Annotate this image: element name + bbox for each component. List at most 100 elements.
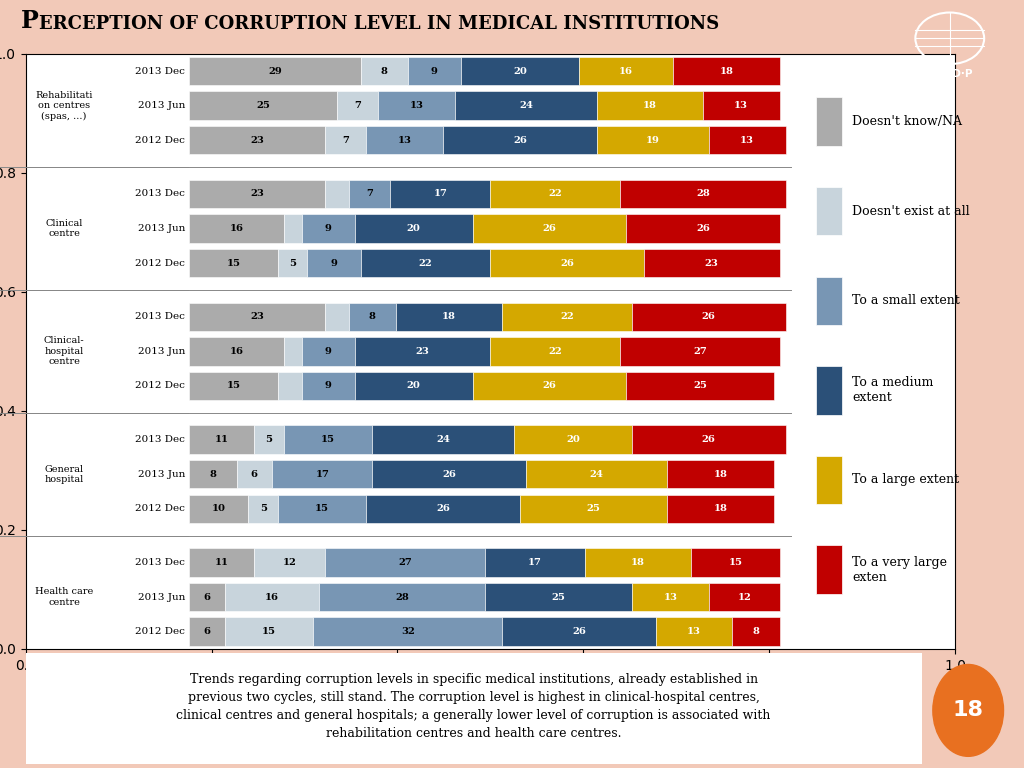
Text: To a large extent: To a large extent xyxy=(852,474,959,486)
Bar xyxy=(408,57,461,85)
Text: 28: 28 xyxy=(696,190,710,198)
Bar xyxy=(520,495,668,523)
Text: 10: 10 xyxy=(212,505,226,513)
Text: Clinical-
hospital
centre: Clinical- hospital centre xyxy=(44,336,84,366)
Text: 28: 28 xyxy=(395,593,409,601)
Text: 2013 Jun: 2013 Jun xyxy=(137,593,185,601)
Text: 2013 Dec: 2013 Dec xyxy=(135,313,185,321)
Bar xyxy=(354,337,490,366)
Bar xyxy=(461,57,579,85)
Bar xyxy=(237,460,272,488)
Text: 24: 24 xyxy=(590,470,603,478)
Bar xyxy=(249,495,278,523)
Bar xyxy=(502,617,655,646)
Bar xyxy=(189,425,254,454)
Text: 2013 Jun: 2013 Jun xyxy=(137,347,185,356)
FancyBboxPatch shape xyxy=(816,456,843,505)
Text: 18: 18 xyxy=(952,700,984,720)
Text: 18: 18 xyxy=(643,101,656,110)
Bar xyxy=(702,91,779,120)
Bar xyxy=(367,495,520,523)
Text: 26: 26 xyxy=(560,259,574,267)
Bar xyxy=(349,180,390,208)
Bar xyxy=(189,583,225,611)
Text: 25: 25 xyxy=(587,505,601,513)
Text: 22: 22 xyxy=(560,313,574,321)
Text: 26: 26 xyxy=(543,382,556,390)
Text: To a very large
exten: To a very large exten xyxy=(852,555,947,584)
Text: 2013 Jun: 2013 Jun xyxy=(137,470,185,478)
Text: 2013 Jun: 2013 Jun xyxy=(137,224,185,233)
Bar xyxy=(189,180,326,208)
Bar xyxy=(360,57,408,85)
Bar xyxy=(284,425,373,454)
Text: 2012 Dec: 2012 Dec xyxy=(135,382,185,390)
Text: 25: 25 xyxy=(693,382,707,390)
Text: 15: 15 xyxy=(315,505,330,513)
Bar xyxy=(326,180,349,208)
Text: 5: 5 xyxy=(265,435,272,444)
Text: 16: 16 xyxy=(229,347,244,356)
Bar xyxy=(360,249,490,277)
Text: 20: 20 xyxy=(513,67,527,75)
Text: 24: 24 xyxy=(519,101,532,110)
Text: Doesn't know/NA: Doesn't know/NA xyxy=(852,115,962,128)
Bar xyxy=(502,303,632,331)
Text: 13: 13 xyxy=(687,627,701,636)
Text: 25: 25 xyxy=(256,101,270,110)
Bar xyxy=(254,548,326,577)
Text: 6: 6 xyxy=(204,593,211,601)
Text: 18: 18 xyxy=(720,67,733,75)
Bar xyxy=(189,495,249,523)
Text: 19: 19 xyxy=(646,136,659,145)
Text: 7: 7 xyxy=(342,136,349,145)
Text: 9: 9 xyxy=(431,67,438,75)
Bar xyxy=(189,460,237,488)
Text: 13: 13 xyxy=(398,136,412,145)
Bar xyxy=(396,303,502,331)
Text: 8: 8 xyxy=(753,627,760,636)
Bar xyxy=(455,91,597,120)
Text: 15: 15 xyxy=(226,382,241,390)
Bar xyxy=(373,425,514,454)
Bar xyxy=(354,214,473,243)
Bar xyxy=(443,126,597,154)
Text: 13: 13 xyxy=(734,101,749,110)
Text: 26: 26 xyxy=(572,627,586,636)
Bar xyxy=(626,372,774,400)
Text: 22: 22 xyxy=(549,190,562,198)
Bar xyxy=(272,460,373,488)
Bar xyxy=(668,460,774,488)
FancyBboxPatch shape xyxy=(816,545,843,594)
Bar xyxy=(354,372,473,400)
Text: 2013 Dec: 2013 Dec xyxy=(135,435,185,444)
Bar xyxy=(367,126,443,154)
Text: 26: 26 xyxy=(701,313,716,321)
Text: ERCEPTION OF CORRUPTION LEVEL IN MEDICAL INSTITUTIONS: ERCEPTION OF CORRUPTION LEVEL IN MEDICAL… xyxy=(39,15,719,33)
Text: 5: 5 xyxy=(260,505,266,513)
Bar xyxy=(189,91,337,120)
Text: 12: 12 xyxy=(737,593,752,601)
Bar xyxy=(668,495,774,523)
Bar xyxy=(490,337,621,366)
Text: 32: 32 xyxy=(400,627,415,636)
Bar xyxy=(597,91,702,120)
Bar xyxy=(326,126,367,154)
Text: 9: 9 xyxy=(325,224,332,233)
Text: 26: 26 xyxy=(513,136,527,145)
Text: Trends regarding corruption levels in specific medical institutions, already est: Trends regarding corruption levels in sp… xyxy=(176,673,771,740)
Text: 25: 25 xyxy=(551,593,565,601)
Text: 11: 11 xyxy=(215,435,229,444)
Bar xyxy=(302,214,354,243)
Text: 24: 24 xyxy=(436,435,451,444)
Text: 2013 Dec: 2013 Dec xyxy=(135,67,185,75)
Bar xyxy=(674,57,779,85)
Text: 9: 9 xyxy=(331,259,338,267)
Text: 20: 20 xyxy=(407,224,421,233)
Bar xyxy=(278,249,307,277)
Bar xyxy=(632,425,785,454)
Text: 2013 Dec: 2013 Dec xyxy=(135,558,185,567)
Text: 16: 16 xyxy=(229,224,244,233)
Text: 20: 20 xyxy=(407,382,421,390)
Bar xyxy=(597,126,709,154)
